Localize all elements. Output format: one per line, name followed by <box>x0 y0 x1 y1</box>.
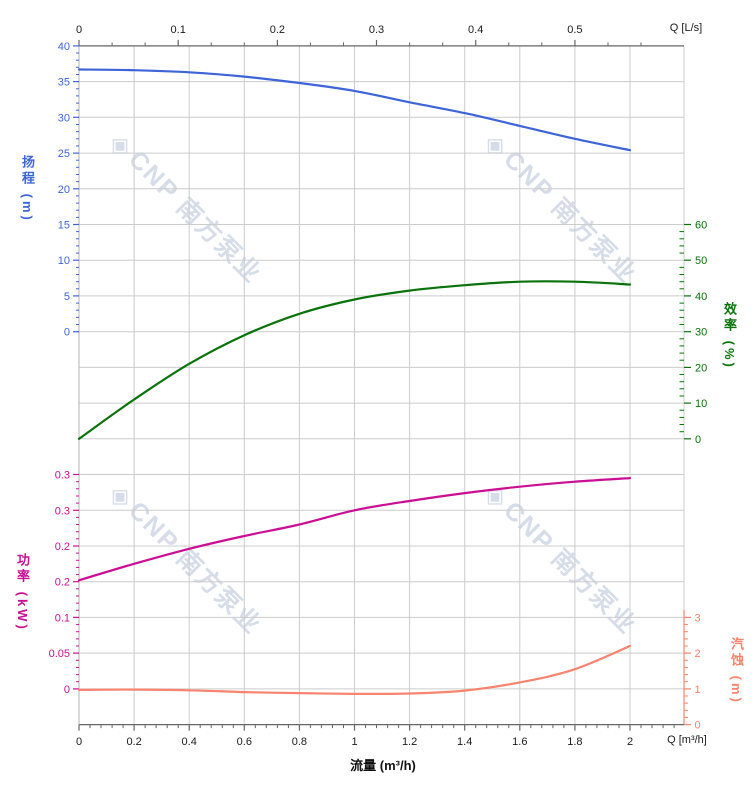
npsh-axis-title: 汽蚀 (m) <box>729 637 744 705</box>
power-axis-tick-label: 0.3 <box>55 470 70 482</box>
power-axis-tick-label: 0.05 <box>49 648 70 660</box>
npsh-axis-tick-label: 0 <box>695 720 701 732</box>
head-curve <box>77 68 632 152</box>
bottom-axis-tick-label: 1 <box>351 736 357 748</box>
top-axis-tick-label: 0.1 <box>171 24 186 36</box>
flow-axis-title: 流量 (m³/h) <box>350 758 416 773</box>
power-axis-tick-label: 0 <box>64 684 70 696</box>
head-axis-title: 扬程 (m) <box>20 155 35 223</box>
head-axis-tick-label: 15 <box>58 220 70 232</box>
npsh-curve <box>77 644 632 696</box>
bottom-axis-tick-label: 0.2 <box>126 736 141 748</box>
efficiency-axis-tick-label: 10 <box>695 398 707 410</box>
power-axis-tick-label: 0.2 <box>55 577 70 589</box>
npsh-axis-tick-label: 3 <box>695 612 701 624</box>
bottom-axis-tick-label: 0 <box>76 736 82 748</box>
top-axis-tick-label: 0 <box>76 24 82 36</box>
bottom-axis-unit-label: Q [m³/h] <box>667 734 707 746</box>
top-axis-tick-label: 0.5 <box>567 24 582 36</box>
bottom-axis-tick-label: 0.6 <box>237 736 252 748</box>
power-axis-tick-label: 0.1 <box>55 612 70 624</box>
power-axis-tick-label: 0.3 <box>55 505 70 517</box>
efficiency-axis-tick-label: 30 <box>695 327 707 339</box>
efficiency-axis-tick-label: 50 <box>695 255 707 267</box>
head-axis-tick-label: 35 <box>58 77 70 89</box>
top-axis-unit-label: Q [L/s] <box>669 22 703 34</box>
power-axis-tick-label: 0.2 <box>55 541 70 553</box>
bottom-axis-tick-label: 1.8 <box>567 736 582 748</box>
npsh-axis-tick-label: 1 <box>695 684 701 696</box>
head-axis-tick-label: 0 <box>64 327 70 339</box>
efficiency-axis-title: 效率 (%) <box>722 302 737 370</box>
bottom-axis-tick-label: 2 <box>627 736 633 748</box>
efficiency-axis-tick-label: 40 <box>695 291 707 303</box>
efficiency-axis-tick-label: 60 <box>695 220 707 232</box>
efficiency-curve <box>77 280 632 440</box>
efficiency-axis-tick-label: 0 <box>695 434 701 446</box>
top-axis-tick-label: 0.3 <box>369 24 384 36</box>
top-axis-tick-label: 0.4 <box>468 24 483 36</box>
bottom-axis-tick-label: 1.4 <box>457 736 472 748</box>
head-axis-tick-label: 10 <box>58 255 70 267</box>
head-axis-tick-label: 5 <box>64 291 70 303</box>
npsh-axis-tick-label: 2 <box>695 648 701 660</box>
head-axis-tick-label: 40 <box>58 41 70 53</box>
top-axis-tick-label: 0.2 <box>270 24 285 36</box>
power-curve <box>77 477 632 582</box>
power-axis-title: 功率 (kW) <box>15 553 30 632</box>
bottom-axis-tick-label: 0.8 <box>292 736 307 748</box>
bottom-axis-tick-label: 1.2 <box>402 736 417 748</box>
head-axis-tick-label: 30 <box>58 112 70 124</box>
head-axis-tick-label: 25 <box>58 148 70 160</box>
head-axis-tick-label: 20 <box>58 184 70 196</box>
bottom-axis-tick-label: 0.4 <box>182 736 197 748</box>
bottom-axis-tick-label: 1.6 <box>512 736 527 748</box>
efficiency-axis-tick-label: 20 <box>695 362 707 374</box>
